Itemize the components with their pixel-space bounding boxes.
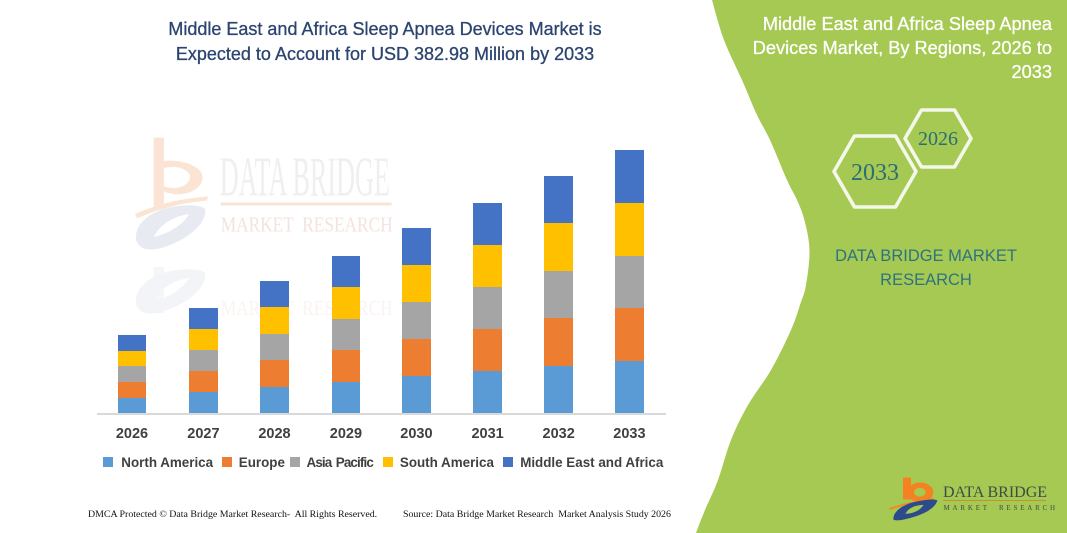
svg-text:2026: 2026 [918, 128, 958, 150]
svg-text:2033: 2033 [851, 160, 899, 186]
svg-text:MARKET RESEARCH: MARKET RESEARCH [221, 296, 393, 320]
svg-text:MARKET RESEARCH: MARKET RESEARCH [221, 213, 393, 237]
svg-text:DATA BRIDGE: DATA BRIDGE [220, 146, 390, 208]
